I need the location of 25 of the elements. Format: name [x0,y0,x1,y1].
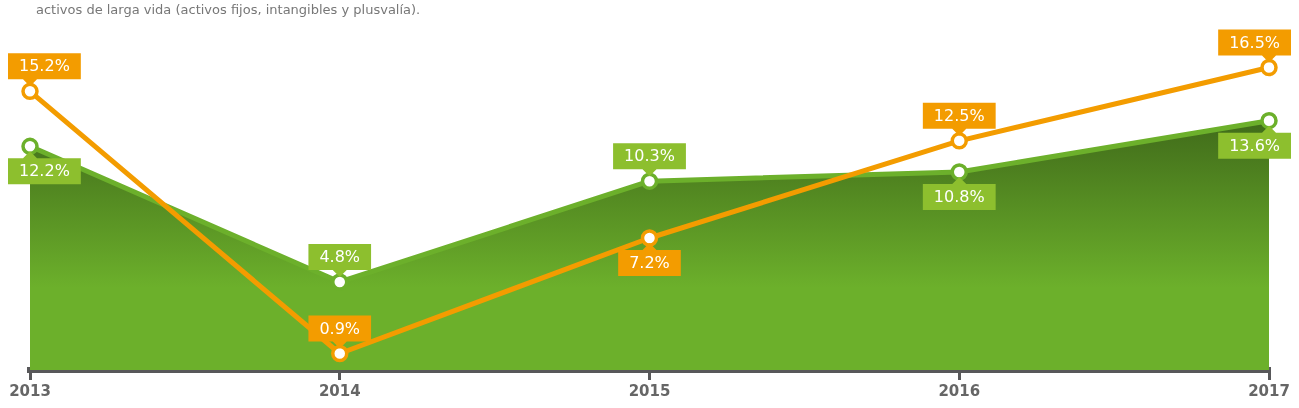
point [640,229,659,247]
point [331,344,349,363]
point [950,132,968,150]
x-tick-label: 2013 [9,381,51,400]
point [950,163,968,181]
x-tick-label: 2015 [628,381,671,400]
data-label: 7.2% [629,253,670,273]
data-label: 0.9% [319,318,361,338]
point [640,172,659,190]
point [21,82,39,101]
data-label: 15.2% [19,56,70,76]
point [21,137,39,156]
chart-subtitle: activos de larga vida (activos fijos, intangibles y plusvalía). [36,2,421,18]
point [1260,58,1278,77]
data-label: 4.8% [319,247,361,267]
data-label: 12.2% [19,161,70,181]
point [1260,111,1278,130]
x-tick-label: 2017 [1248,381,1290,400]
data-label: 10.8% [933,187,985,207]
data-label: 10.3% [624,146,675,166]
data-label: 13.6% [1229,135,1280,155]
x-tick-label: 2014 [318,381,361,400]
data-label: 12.5% [933,105,985,125]
x-tick-label: 2016 [938,381,981,400]
data-label: 16.5% [1229,32,1280,52]
